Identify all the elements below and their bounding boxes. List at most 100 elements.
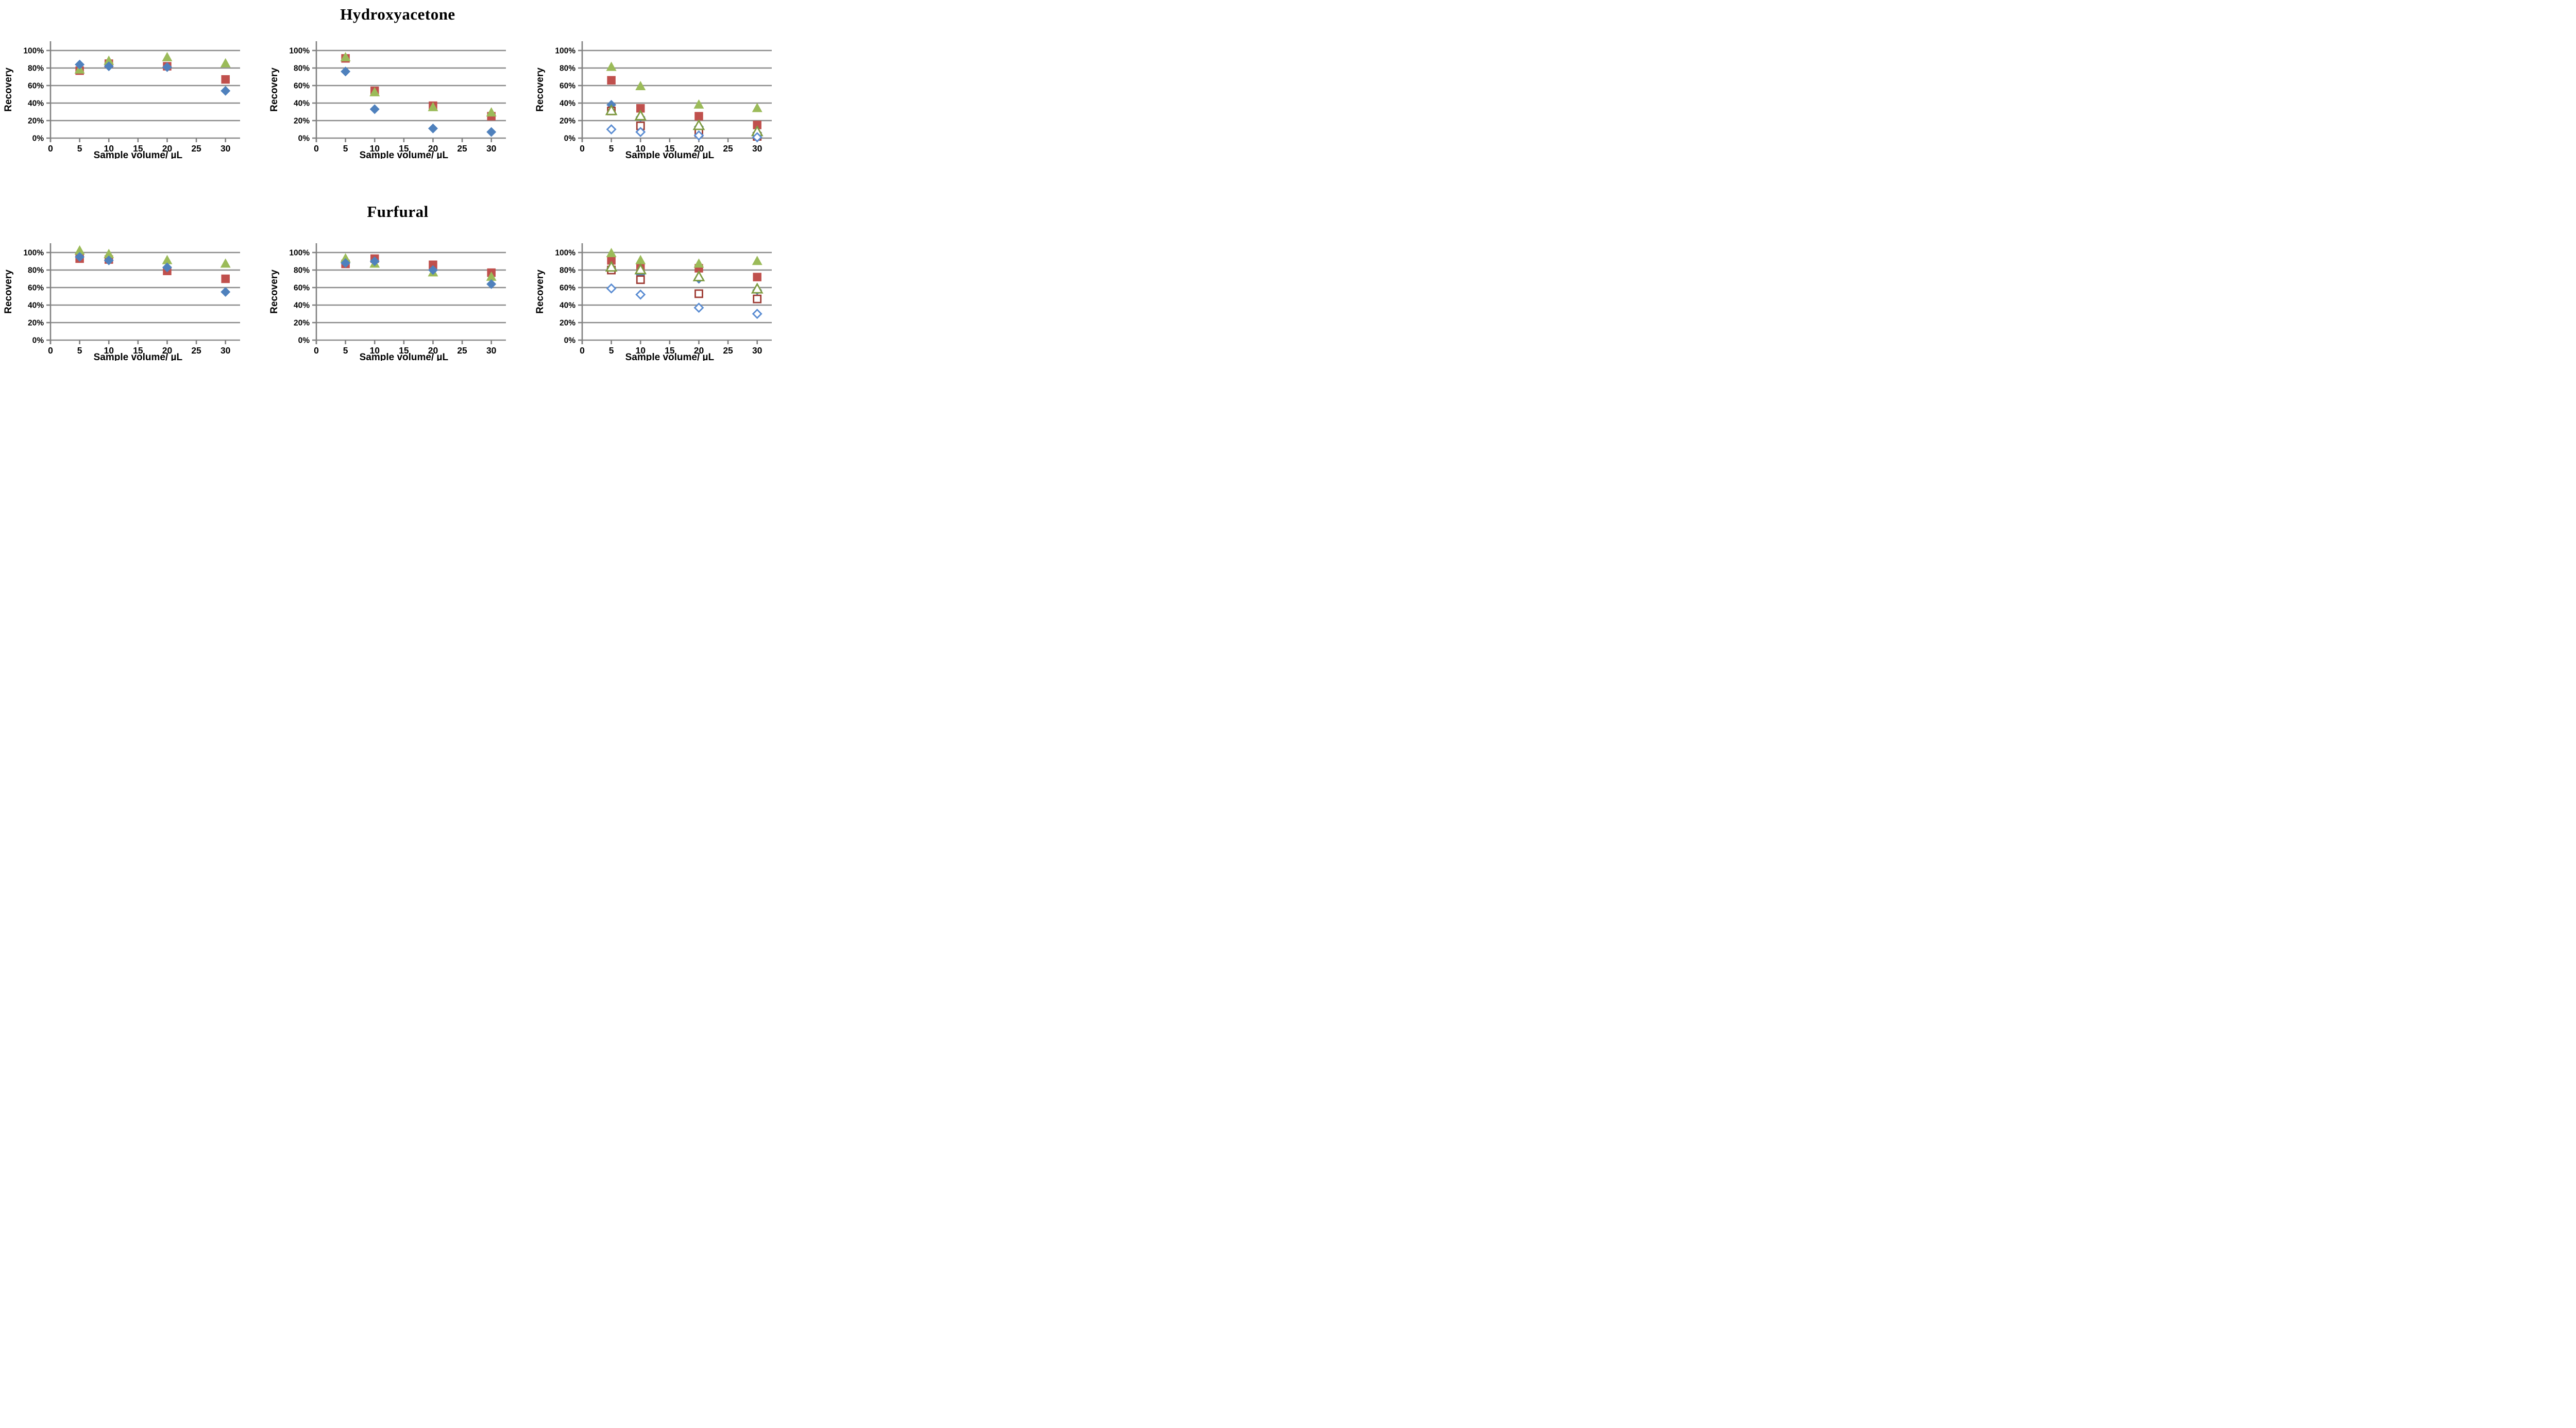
row-title-furfural: Furfural <box>367 203 429 221</box>
x-tick-label: 25 <box>191 345 201 356</box>
y-tick-label: 40% <box>28 99 44 108</box>
green-triangle-open-series <box>605 260 764 294</box>
x-tick-label: 10 <box>369 345 380 356</box>
x-tick-label: 10 <box>635 143 646 154</box>
charts-row-furfural: 0% 20% 40% 60% 80% 100% 0 5 10 15 20 25 30 Sample vol… <box>3 232 777 361</box>
y-tick-label: 80% <box>28 266 44 275</box>
x-tick-label: 30 <box>486 345 497 356</box>
blue-diamond-series <box>341 256 497 289</box>
y-tick-label: 100% <box>289 249 310 258</box>
x-tick-label: 25 <box>191 143 201 154</box>
y-tick-label: 20% <box>560 319 575 328</box>
x-axis-title: Sample volume/ µL <box>625 150 715 159</box>
y-tick-label: 20% <box>560 117 575 126</box>
y-tick-label: 80% <box>560 266 575 275</box>
y-axis-title: Recovery <box>3 270 14 314</box>
y-tick-label: 40% <box>560 301 575 310</box>
x-tick-label: 5 <box>77 345 82 356</box>
x-tick-label: 0 <box>580 143 585 154</box>
chart-canvas-furfural-right: 0% 20% 40% 60% 80% 100% 0 5 10 15 20 25 30 Sample vol… <box>535 243 772 361</box>
blue-diamond-series <box>606 263 762 295</box>
y-tick-label: 80% <box>28 64 44 73</box>
x-tick-label: 25 <box>457 143 467 154</box>
x-axis-title: Sample volume/ µL <box>94 150 183 159</box>
red-square-open-series <box>607 265 762 304</box>
chart-canvas-hydroxyacetone-right: 0% 20% 40% 60% 80% 100% 0 5 10 15 20 25 30 Sample vol… <box>535 41 772 159</box>
chart-canvas-furfural-left: 0% 20% 40% 60% 80% 100% 0 5 10 15 20 25 30 Sample vol… <box>3 243 240 361</box>
x-tick-label: 5 <box>609 143 614 154</box>
y-tick-label: 80% <box>560 64 575 73</box>
scatter-plot-furfural-right: 0% 20% 40% 60% 80% 100% 0 5 10 15 20 25 30 Sample vol… <box>535 232 777 361</box>
x-tick-label: 15 <box>133 345 143 356</box>
x-axis-title: Sample volume/ µL <box>625 352 715 361</box>
y-tick-label: 40% <box>294 99 310 108</box>
y-tick-label: 0% <box>298 337 310 345</box>
x-axis-title: Sample volume/ µL <box>360 150 449 159</box>
x-tick-label: 15 <box>665 143 675 154</box>
x-tick-label: 0 <box>48 143 53 154</box>
green-triangle-open-series <box>605 104 764 137</box>
x-tick-label: 15 <box>665 345 675 356</box>
x-tick-label: 15 <box>399 345 409 356</box>
x-tick-label: 10 <box>635 345 646 356</box>
y-axis-title: Recovery <box>3 68 14 112</box>
scatter-plot-furfural-left: 0% 20% 40% 60% 80% 100% 0 5 10 15 20 25 30 Sample vol… <box>3 232 245 361</box>
x-axis-title: Sample volume/ µL <box>360 352 449 361</box>
y-tick-label: 20% <box>294 319 310 328</box>
blue-diamond-series <box>606 99 762 138</box>
charts-row-hydroxyacetone: 0% 20% 40% 60% 80% 10 0% 0 5 10 15 20 25 30 Sample vol… <box>3 30 777 159</box>
x-tick-label: 25 <box>723 345 733 356</box>
gridlines <box>582 251 772 341</box>
red-square-series <box>607 256 761 281</box>
x-tick-label: 15 <box>399 143 409 154</box>
green-triangle-series <box>340 253 497 281</box>
y-tick-label: 40% <box>560 99 575 108</box>
x-tick-label: 20 <box>162 143 173 154</box>
blue-diamond-series <box>341 66 497 137</box>
x-tick-label: 30 <box>221 345 231 356</box>
blue-diamond-series <box>75 59 231 96</box>
green-triangle-series <box>74 52 231 74</box>
y-tick-label: 0% <box>32 135 44 143</box>
y-tick-label: 40% <box>294 301 310 310</box>
y-axis-title: Recovery <box>269 270 280 314</box>
red-square-open-series <box>607 106 762 141</box>
y-tick-label: 20% <box>28 319 44 328</box>
y-tick-label: 100% <box>555 249 575 258</box>
green-triangle-series <box>606 248 762 268</box>
y-tick-label: 0% <box>298 135 310 143</box>
x-tick-label: 0 <box>314 143 319 154</box>
x-tick-label: 20 <box>162 345 173 356</box>
x-axis-title: Sample volume/ µL <box>94 352 183 361</box>
red-square-series <box>75 254 230 283</box>
x-tick-label: 0 <box>314 345 319 356</box>
green-triangle-series <box>606 61 762 112</box>
x-tick-label: 5 <box>343 345 348 356</box>
x-tick-label: 25 <box>457 345 467 356</box>
x-tick-label: 10 <box>369 143 380 154</box>
x-tick-label: 30 <box>221 143 231 154</box>
y-tick-label: 0% <box>564 135 576 143</box>
y-tick-label: 20% <box>294 117 310 126</box>
blue-diamond-series <box>75 252 231 297</box>
x-tick-label: 20 <box>694 143 704 154</box>
y-tick-label: 60% <box>560 82 575 91</box>
red-square-series <box>75 59 230 84</box>
gridlines <box>582 49 772 139</box>
y-tick-label: 60% <box>294 82 310 91</box>
x-tick-label: 30 <box>752 143 762 154</box>
y-tick-label: 100% <box>23 249 44 258</box>
blue-diamond-open-series <box>606 124 762 143</box>
x-tick-label: 10 <box>104 143 114 154</box>
y-tick-label: 60% <box>28 284 44 293</box>
gridlines <box>316 49 506 139</box>
x-tick-label: 10 <box>104 345 114 356</box>
x-tick-label: 20 <box>428 143 438 154</box>
y-tick-label: 80% <box>294 266 310 275</box>
green-triangle-series <box>340 52 497 116</box>
y-tick-label: 20% <box>28 117 44 126</box>
gridlines <box>316 251 506 341</box>
blue-diamond-open-series <box>606 283 762 319</box>
red-square-series <box>341 254 496 277</box>
y-tick-label: 60% <box>294 284 310 293</box>
